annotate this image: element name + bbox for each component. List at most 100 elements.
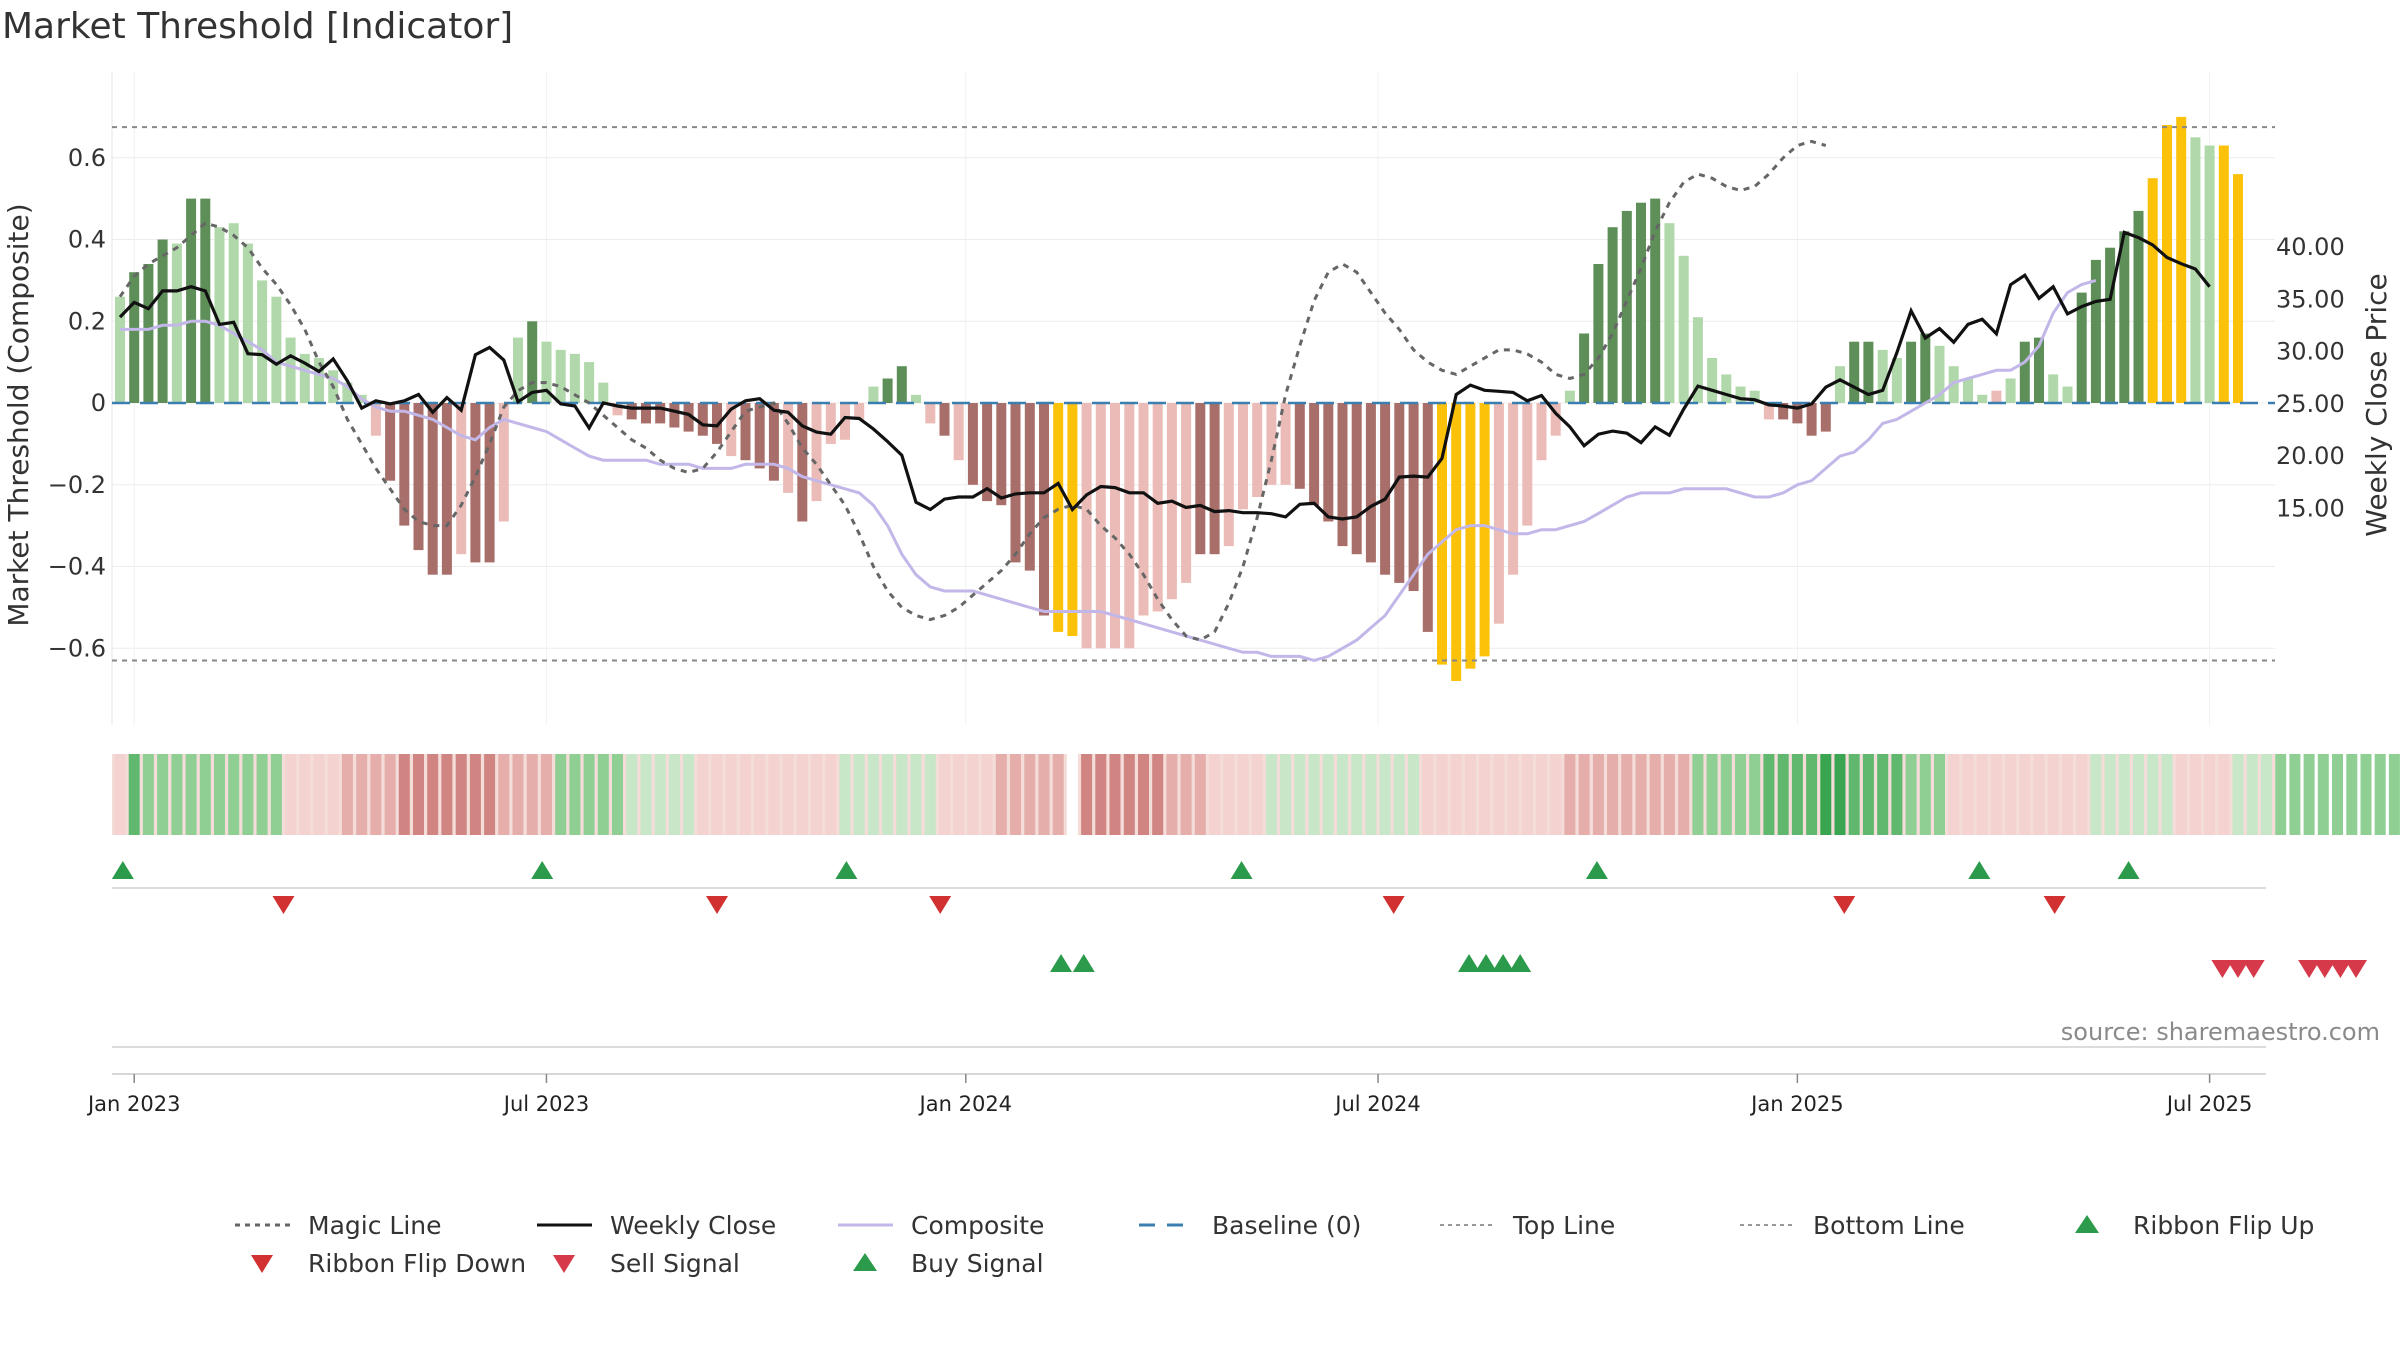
ribbon-cell <box>384 754 396 835</box>
composite-bar <box>1181 403 1192 583</box>
ribbon-flip-down-marker <box>2043 896 2066 914</box>
composite-bar <box>726 403 737 457</box>
ribbon-cell <box>555 754 567 835</box>
composite-bar <box>740 403 751 461</box>
ribbon-cell <box>370 754 382 835</box>
composite-bar <box>1223 403 1234 547</box>
ribbon-flip-down-marker <box>706 896 729 914</box>
ribbon-cell <box>1564 754 1576 835</box>
ribbon-cell <box>2133 754 2144 835</box>
composite-bar <box>1053 403 1064 632</box>
ribbon-cell <box>995 754 1007 835</box>
composite-bar <box>470 403 481 563</box>
weekly-close-line <box>118 230 2211 521</box>
composite-bar <box>1493 403 1504 624</box>
ribbon-cell <box>1834 754 1846 835</box>
composite-bar <box>1906 341 1917 403</box>
ribbon-cell <box>2360 754 2372 835</box>
composite-bar <box>697 403 708 436</box>
ribbon-cell <box>1493 754 1505 835</box>
ribbon-cell <box>413 754 424 835</box>
ribbon-cell <box>1791 754 1803 835</box>
ribbon-cell <box>1109 754 1121 835</box>
composite-bar <box>2233 174 2243 403</box>
source-note: source: sharemaestro.com <box>2061 1018 2380 1046</box>
composite-bar <box>2105 247 2116 403</box>
composite-bar <box>655 403 666 424</box>
composite-bar <box>427 403 438 575</box>
ribbon-cell <box>1010 754 1021 835</box>
ribbon-cell <box>796 754 808 835</box>
x-tick-label: Jul 2023 <box>502 1092 589 1116</box>
ribbon-cell <box>199 754 211 835</box>
composite-bar <box>1408 403 1419 591</box>
ribbon-cell <box>1635 754 1647 835</box>
ribbon-cell <box>2388 754 2400 835</box>
legend-item: Weekly Close <box>537 1211 776 1240</box>
composite-bar <box>1877 349 1888 403</box>
composite-bar <box>1806 403 1817 436</box>
ribbon-cell <box>1507 754 1519 835</box>
composite-bar <box>641 403 651 424</box>
ribbon-cell <box>740 754 751 835</box>
legend-item: Baseline (0) <box>1139 1211 1361 1240</box>
x-tick-label: Jan 2025 <box>1749 1092 1844 1116</box>
ribbon-cell <box>242 754 254 835</box>
composite-bar <box>214 227 225 403</box>
ribbon-cell <box>1749 754 1761 835</box>
left-tick-label: 0 <box>91 389 106 417</box>
composite-bar <box>996 403 1007 506</box>
ribbon-cell <box>1194 754 1206 835</box>
composite-bar <box>1678 255 1689 403</box>
left-tick-label: −0.6 <box>48 634 106 662</box>
composite-bar <box>228 223 239 403</box>
composite-bar <box>1721 374 1732 403</box>
composite-bar <box>1479 403 1490 657</box>
composite-bar <box>314 358 324 403</box>
x-tick-label: Jan 2023 <box>86 1092 181 1116</box>
ribbon-cell <box>2005 754 2017 835</box>
composite-bar <box>2218 145 2229 403</box>
composite-bar <box>1550 403 1561 436</box>
right-tick-label: 25.00 <box>2276 390 2345 418</box>
magic-line <box>118 139 1827 642</box>
composite-bar <box>882 378 893 403</box>
composite-bar <box>953 403 964 461</box>
ribbon-cell <box>1663 754 1675 835</box>
composite-bar <box>1152 403 1163 612</box>
ribbon-flip-down-marker <box>272 896 295 914</box>
ribbon-cell <box>853 754 865 835</box>
ribbon-cell <box>2090 754 2102 835</box>
composite-bar <box>242 243 253 403</box>
composite-bar <box>1095 403 1106 649</box>
ribbon-cell <box>398 754 410 835</box>
ribbon-cell <box>128 754 140 835</box>
composite-bar <box>2147 178 2158 403</box>
ribbon-cell <box>1976 754 1988 835</box>
composite-bar <box>1564 390 1575 403</box>
buy-signal-marker <box>1050 954 1073 972</box>
composite-bar <box>285 337 296 403</box>
right-tick-label: 15.00 <box>2276 495 2345 523</box>
ribbon-cell <box>1934 754 1945 835</box>
composite-bar <box>1465 403 1476 669</box>
composite-bar <box>896 366 907 403</box>
composite-bar <box>1820 403 1831 432</box>
legend-label: Ribbon Flip Down <box>308 1249 526 1278</box>
composite-bar <box>484 403 495 563</box>
ribbon-cell <box>185 754 197 835</box>
legend-label: Sell Signal <box>610 1249 740 1278</box>
composite-bar <box>1195 403 1206 555</box>
composite-bar <box>1636 202 1646 403</box>
x-tick-label: Jul 2025 <box>2165 1092 2252 1116</box>
composite-bar <box>555 349 566 403</box>
legend-label: Buy Signal <box>911 1249 1044 1278</box>
ribbon-flip-down-marker <box>1382 896 1405 914</box>
composite-bar <box>370 403 381 436</box>
ribbon-cell <box>1308 754 1320 835</box>
x-axis: Jan 2023 Jul 2023 Jan 2024 Jul 2024 Jan 2025… <box>86 1074 2252 1116</box>
ribbon-cell <box>341 754 353 835</box>
ribbon-cell <box>469 754 481 835</box>
ribbon-cell <box>498 754 510 835</box>
ribbon-cell <box>896 754 908 835</box>
